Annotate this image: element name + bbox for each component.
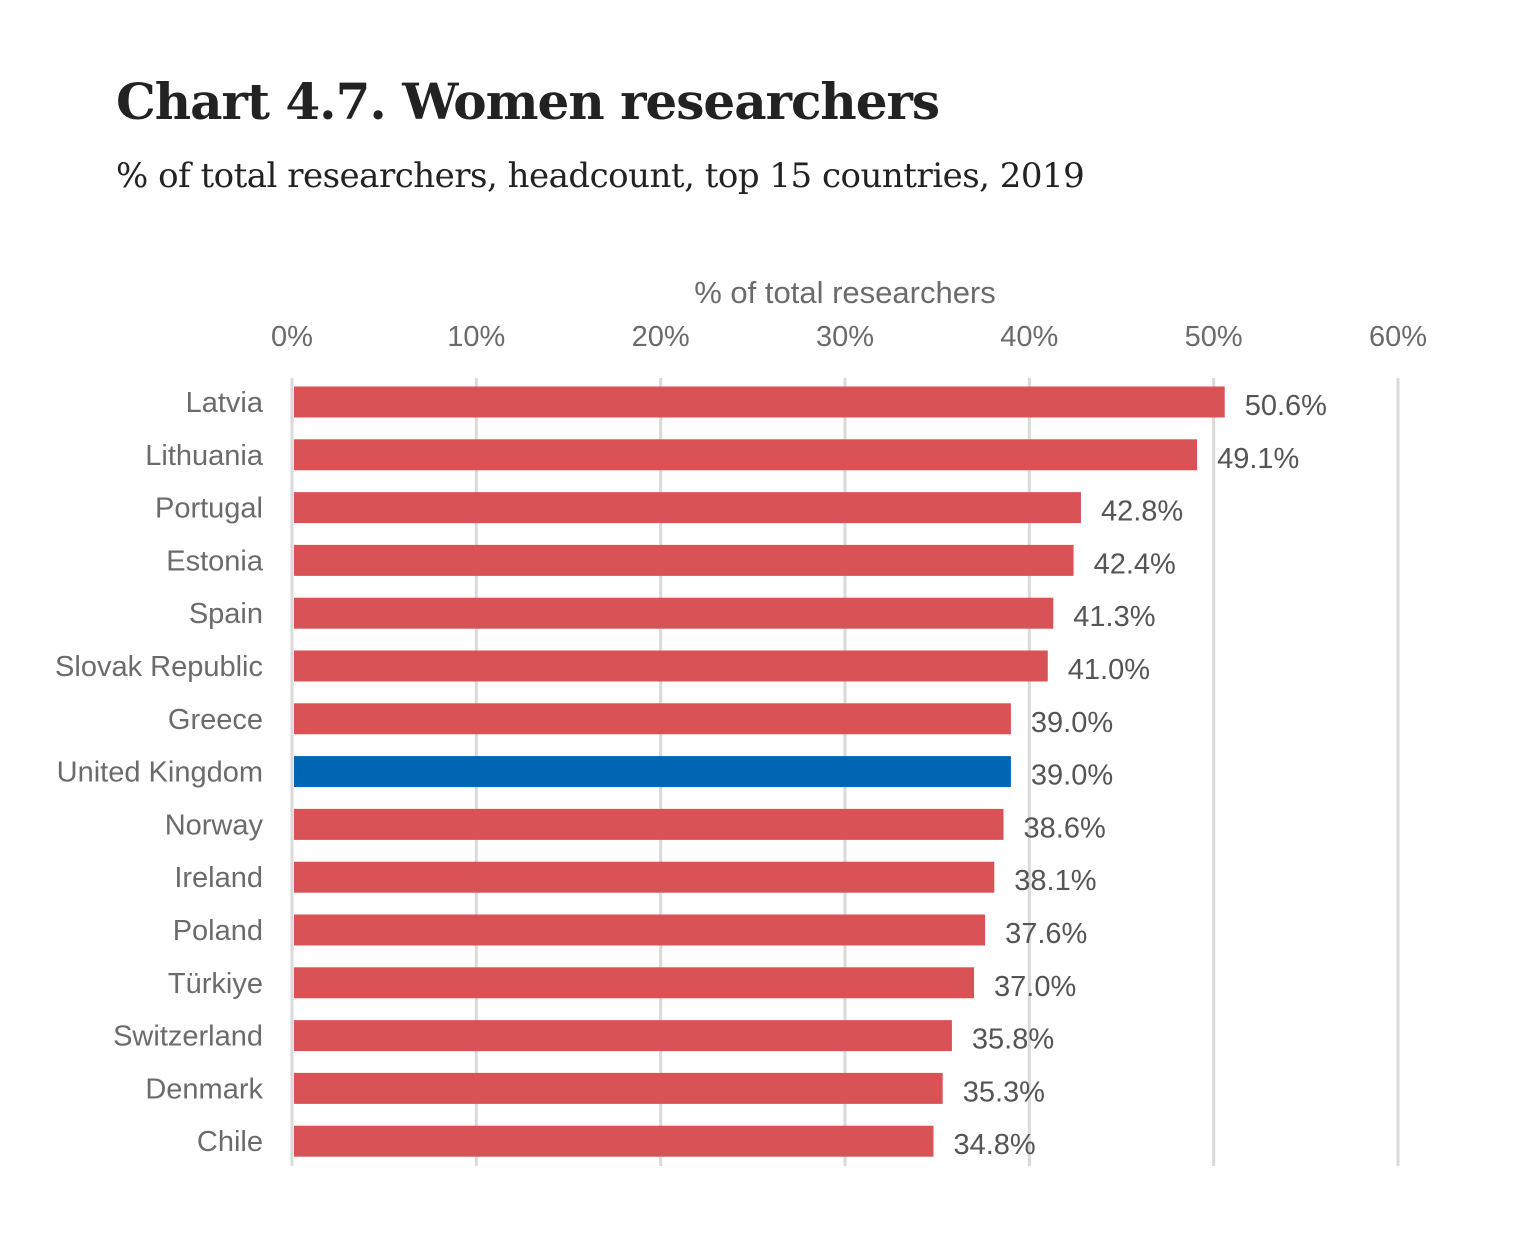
data-labels: 50.6% 49.1% 42.8% 42.4% 41.3% 41.0% 39.0% 39.0%… [953, 390, 1326, 1161]
data-label: 34.8% [953, 1129, 1035, 1161]
category-label: Slovak Republic [55, 651, 263, 683]
data-label: 35.3% [963, 1076, 1045, 1108]
bar-denmark [294, 1072, 943, 1104]
data-label: 38.1% [1014, 865, 1096, 897]
data-label: 50.6% [1245, 390, 1327, 422]
category-label: Estonia [166, 545, 264, 577]
category-label: Ireland [174, 862, 263, 894]
bar-ireland [294, 861, 995, 893]
x-tick-label: 60% [1369, 321, 1427, 353]
data-label: 41.3% [1073, 601, 1155, 633]
category-label: Türkiye [168, 968, 263, 1000]
data-label: 37.6% [1005, 918, 1087, 950]
x-tick-label: 30% [816, 321, 874, 353]
chart-title: Chart 4.7. Women researchers [116, 72, 940, 131]
category-label: Switzerland [113, 1021, 263, 1053]
bar-türkiye [294, 967, 975, 999]
data-label: 37.0% [994, 971, 1076, 1003]
data-label: 35.8% [972, 1024, 1054, 1056]
bar-switzerland [294, 1020, 952, 1052]
data-label: 42.8% [1101, 496, 1183, 528]
x-tick-label: 0% [271, 321, 313, 353]
bar-lithuania [294, 439, 1198, 471]
category-label: Latvia [186, 387, 264, 419]
bars [294, 386, 1225, 1157]
category-label: Portugal [155, 493, 263, 525]
bar-slovak-republic [294, 650, 1048, 682]
category-label: Chile [197, 1126, 263, 1158]
bar-latvia [294, 386, 1225, 418]
chart-subtitle: % of total researchers, headcount, top 1… [116, 156, 1085, 196]
data-label: 42.4% [1094, 548, 1176, 580]
x-tick-label: 20% [632, 321, 690, 353]
category-label: Greece [168, 704, 263, 736]
x-tick-label: 50% [1185, 321, 1243, 353]
bar-spain [294, 597, 1054, 629]
bar-greece [294, 703, 1011, 735]
bar-united-kingdom [294, 756, 1011, 788]
x-tick-label: 10% [447, 321, 505, 353]
bar-poland [294, 914, 986, 946]
data-label: 49.1% [1217, 443, 1299, 475]
data-label: 39.0% [1031, 760, 1113, 792]
bar-norway [294, 808, 1004, 840]
category-label: Norway [165, 809, 264, 841]
bar-estonia [294, 544, 1074, 576]
x-axis-ticks: 0% 10% 20% 30% 40% 50% 60% [271, 321, 1427, 353]
category-label: United Kingdom [57, 757, 263, 789]
category-label: Lithuania [145, 440, 264, 472]
category-labels: Latvia Lithuania Portugal Estonia Spain Slova… [55, 387, 264, 1158]
data-label: 38.6% [1024, 812, 1106, 844]
bar-chile [294, 1125, 934, 1157]
x-axis-title: % of total researchers [694, 275, 996, 310]
category-label: Spain [189, 598, 263, 630]
category-label: Denmark [145, 1073, 263, 1105]
data-label: 41.0% [1068, 654, 1150, 686]
data-label: 39.0% [1031, 707, 1113, 739]
bar-portugal [294, 492, 1081, 524]
x-tick-label: 40% [1000, 321, 1058, 353]
category-label: Poland [173, 915, 263, 947]
